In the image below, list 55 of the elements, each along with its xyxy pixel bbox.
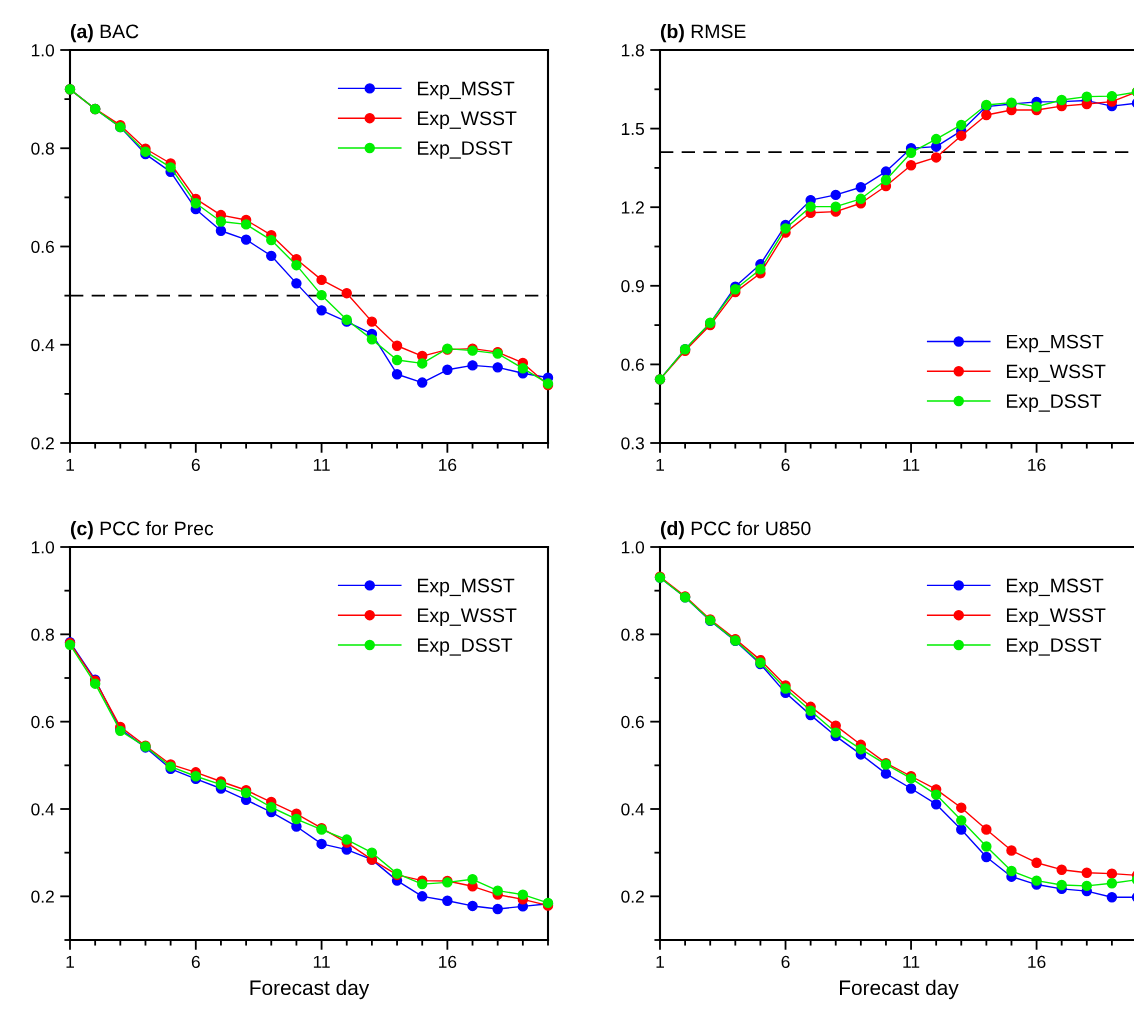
x-tick-label: 16 bbox=[1028, 458, 1046, 472]
legend-label: Exp_DSST bbox=[1007, 394, 1102, 412]
y-tick-label: 1.0 bbox=[31, 541, 55, 554]
legend-label: Exp_MSST bbox=[418, 578, 515, 597]
x-tick-label: 1 bbox=[656, 458, 664, 471]
x-tick-label: 11 bbox=[313, 458, 330, 471]
x-tick-label: 16 bbox=[439, 458, 457, 472]
y-tick-label: 1.2 bbox=[621, 201, 644, 214]
x-axis-title: Forecast day bbox=[840, 979, 959, 1000]
chart-title: (a) BAC bbox=[70, 24, 139, 43]
legend-label: Exp_WSST bbox=[1007, 608, 1106, 627]
y-tick-label: 0.4 bbox=[31, 803, 55, 816]
x-tick-label: 1 bbox=[66, 955, 74, 968]
x-tick-label: 1 bbox=[656, 955, 664, 968]
legend-label: Exp_DSST bbox=[418, 141, 513, 159]
y-tick-label: 1.8 bbox=[621, 44, 644, 57]
y-tick-label: 0.9 bbox=[621, 279, 644, 293]
legend-label: Exp_MSST bbox=[1007, 578, 1104, 597]
legend-label: Exp_WSST bbox=[418, 608, 517, 627]
x-tick-label: 6 bbox=[191, 955, 200, 969]
x-tick-label: 6 bbox=[191, 458, 200, 472]
chart-title: (b) RMSE bbox=[660, 24, 746, 43]
y-tick-label: 0.8 bbox=[31, 142, 54, 155]
y-tick-label: 0.6 bbox=[621, 358, 644, 371]
x-axis-title: Forecast day bbox=[250, 979, 370, 1000]
legend-label: Exp_DSST bbox=[1007, 638, 1102, 656]
x-tick-label: 6 bbox=[781, 458, 790, 472]
y-tick-label: 0.8 bbox=[621, 628, 644, 641]
y-tick-label: 1.0 bbox=[31, 44, 55, 57]
y-tick-label: 0.2 bbox=[31, 890, 54, 903]
y-tick-label: 0.4 bbox=[31, 338, 55, 352]
y-tick-label: 0.6 bbox=[31, 715, 54, 729]
x-tick-label: 11 bbox=[313, 955, 330, 968]
legend-label: Exp_MSST bbox=[418, 81, 515, 100]
y-tick-label: 1.5 bbox=[621, 122, 644, 136]
legend-label: Exp_WSST bbox=[418, 111, 517, 130]
x-tick-label: 11 bbox=[903, 955, 920, 968]
y-tick-label: 0.4 bbox=[621, 803, 645, 816]
y-tick-label: 0.3 bbox=[621, 437, 644, 450]
chart-title: (c) PCC for Prec bbox=[70, 521, 214, 540]
y-tick-label: 1.0 bbox=[621, 541, 645, 554]
x-tick-label: 6 bbox=[781, 955, 790, 969]
y-tick-label: 0.2 bbox=[31, 437, 54, 450]
x-tick-label: 1 bbox=[66, 458, 74, 471]
x-tick-label: 16 bbox=[1028, 955, 1046, 969]
y-tick-label: 0.2 bbox=[621, 890, 644, 903]
x-tick-label: 16 bbox=[439, 955, 457, 969]
y-tick-label: 0.6 bbox=[31, 240, 54, 253]
legend-label: Exp_DSST bbox=[418, 638, 513, 656]
chart-title: (d) PCC for U850 bbox=[660, 521, 811, 540]
y-tick-label: 0.8 bbox=[31, 628, 54, 641]
x-tick-label: 11 bbox=[903, 458, 920, 471]
legend-label: Exp_WSST bbox=[1007, 364, 1106, 383]
legend-label: Exp_MSST bbox=[1007, 334, 1104, 353]
y-tick-label: 0.6 bbox=[621, 715, 644, 729]
